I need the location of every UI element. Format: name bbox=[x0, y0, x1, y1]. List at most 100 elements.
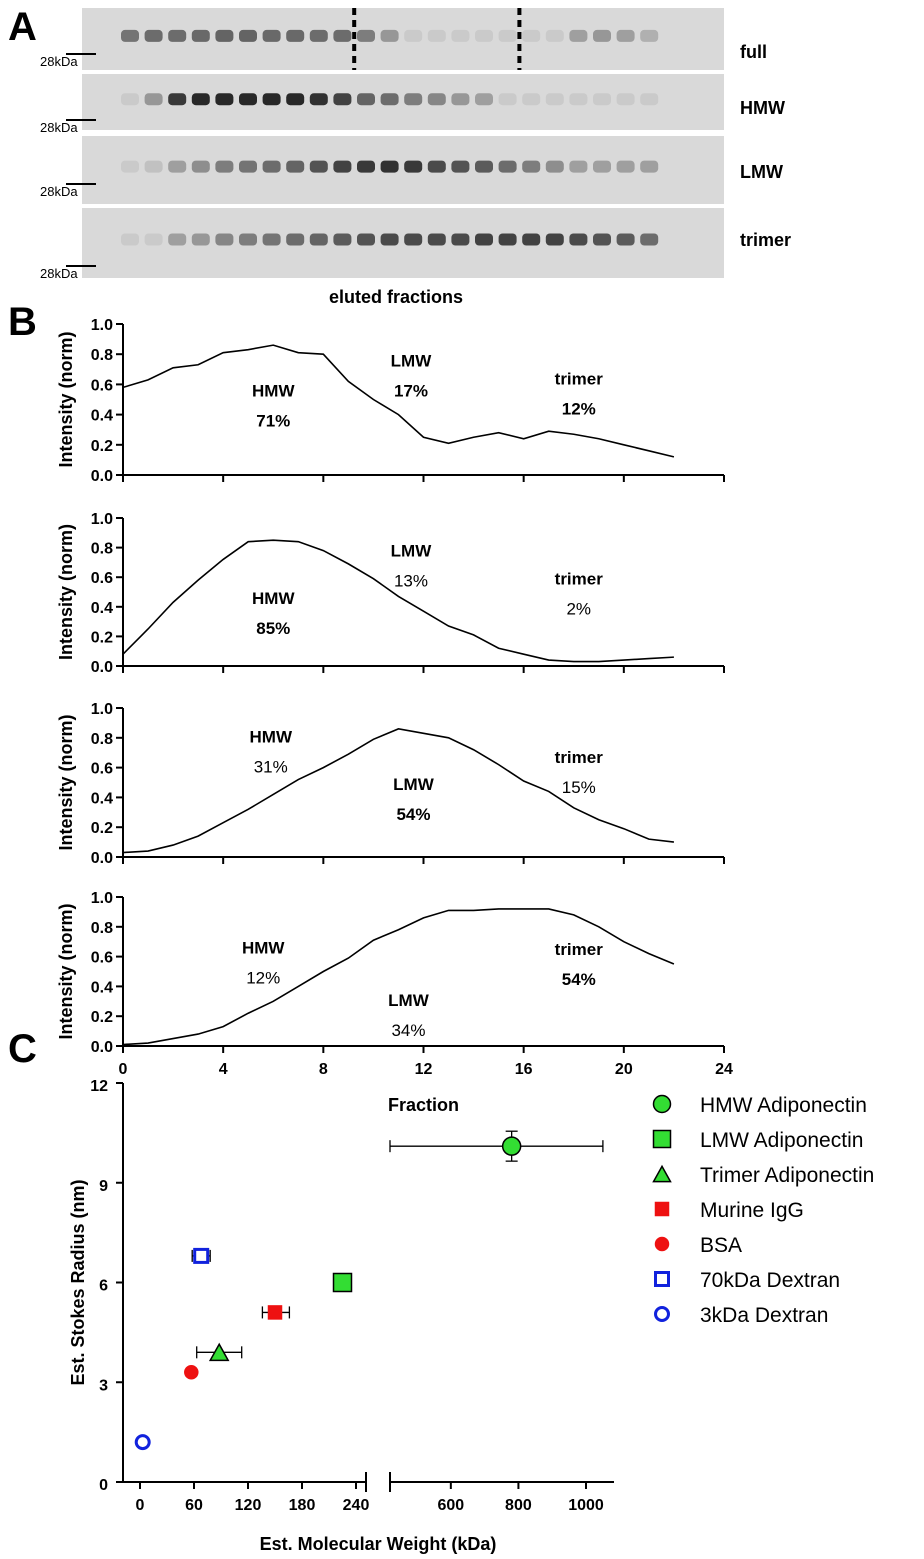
y-tick-label: 0.2 bbox=[91, 629, 113, 646]
annotation-name: HMW bbox=[252, 589, 295, 608]
blot-band bbox=[121, 29, 139, 42]
legend-marker bbox=[654, 1236, 670, 1252]
blot-band bbox=[168, 160, 187, 173]
x-axis-label: Fraction bbox=[388, 1095, 459, 1115]
blot-band bbox=[451, 160, 470, 173]
legend-marker bbox=[654, 1201, 670, 1217]
x-tick-label: 16 bbox=[515, 1061, 533, 1078]
panel-label-b: B bbox=[8, 300, 37, 344]
blot-band bbox=[144, 29, 163, 42]
x-tick-label: 20 bbox=[615, 1061, 633, 1078]
blot-band bbox=[640, 29, 659, 42]
data-point bbox=[332, 1272, 353, 1293]
blot-band bbox=[451, 29, 470, 42]
annotation-percent: 15% bbox=[562, 778, 596, 797]
annotation-percent: 12% bbox=[562, 399, 596, 418]
blot-band bbox=[475, 233, 493, 246]
blot-band bbox=[451, 233, 470, 246]
annotation-name: LMW bbox=[393, 775, 435, 794]
data-point bbox=[208, 1342, 230, 1362]
blot-band bbox=[498, 160, 517, 173]
blot-band bbox=[640, 160, 659, 173]
x-axis-label: Est. Molecular Weight (kDa) bbox=[260, 1534, 497, 1554]
y-tick-label: 0.2 bbox=[91, 438, 113, 455]
blot-band bbox=[522, 233, 541, 246]
blot-band bbox=[380, 93, 399, 106]
blot-band bbox=[640, 93, 659, 106]
blot-row-label: HMW bbox=[740, 98, 785, 118]
blot-band bbox=[309, 29, 328, 42]
y-tick-label: 0 bbox=[99, 1477, 108, 1494]
y-tick-label: 0.0 bbox=[91, 1039, 113, 1056]
blot-band bbox=[616, 29, 635, 42]
blot-band bbox=[215, 93, 234, 106]
y-tick-label: 0.6 bbox=[91, 377, 113, 394]
blot-band bbox=[545, 29, 564, 42]
legend-label: LMW Adiponectin bbox=[700, 1129, 863, 1152]
blot-band bbox=[191, 93, 210, 106]
y-tick-label: 1.0 bbox=[91, 511, 113, 528]
annotation-percent: 71% bbox=[256, 411, 290, 430]
blot-band bbox=[144, 160, 163, 173]
x-tick-label: 4 bbox=[219, 1061, 228, 1078]
blot-band bbox=[191, 233, 210, 246]
y-tick-label: 1.0 bbox=[91, 317, 113, 334]
x-tick-label: 600 bbox=[437, 1497, 464, 1514]
y-tick-label: 9 bbox=[99, 1178, 108, 1195]
blot-band bbox=[333, 160, 352, 173]
x-tick-label: 0 bbox=[119, 1061, 128, 1078]
blot-band bbox=[593, 29, 611, 42]
y-tick-label: 0.6 bbox=[91, 570, 113, 587]
blot-band bbox=[427, 93, 446, 106]
legend-marker bbox=[652, 1094, 672, 1114]
blot-band bbox=[239, 160, 257, 173]
annotation-name: trimer bbox=[555, 940, 604, 959]
y-tick-label: 12 bbox=[90, 1078, 108, 1095]
y-axis-label: Est. Stokes Radius (nm) bbox=[68, 1179, 88, 1385]
y-tick-label: 0.8 bbox=[91, 920, 113, 937]
annotation-percent: 54% bbox=[396, 805, 430, 824]
marker-label: 28kDa bbox=[40, 54, 78, 69]
blot-band bbox=[286, 160, 305, 173]
blot-band bbox=[380, 29, 399, 42]
blot-band bbox=[191, 29, 210, 42]
marker-label: 28kDa bbox=[40, 184, 78, 199]
x-tick-label: 0 bbox=[136, 1497, 145, 1514]
blot-band bbox=[545, 93, 564, 106]
blot-band bbox=[640, 233, 659, 246]
blot-band bbox=[545, 160, 564, 173]
blot-band bbox=[262, 29, 281, 42]
x-tick-label: 8 bbox=[319, 1061, 328, 1078]
blot-band bbox=[404, 29, 423, 42]
blot-band bbox=[404, 160, 423, 173]
annotation-percent: 17% bbox=[394, 381, 428, 400]
blot-band bbox=[191, 160, 210, 173]
blot-band bbox=[262, 233, 281, 246]
y-axis-label: Intensity (norm) bbox=[56, 714, 76, 850]
blot-row-label: LMW bbox=[740, 162, 783, 182]
legend-label: Murine IgG bbox=[700, 1199, 804, 1222]
annotation-percent: 12% bbox=[246, 969, 280, 988]
x-tick-label: 60 bbox=[185, 1497, 203, 1514]
blot-band bbox=[262, 93, 281, 106]
annotation-name: HMW bbox=[250, 727, 293, 746]
blot-band bbox=[286, 233, 305, 246]
y-tick-label: 0.4 bbox=[91, 790, 113, 807]
panel-label-a: A bbox=[8, 5, 37, 49]
blot-band bbox=[616, 160, 635, 173]
y-tick-label: 0.6 bbox=[91, 950, 113, 967]
marker-label: 28kDa bbox=[40, 120, 78, 135]
x-tick-label: 180 bbox=[289, 1497, 316, 1514]
blot-band bbox=[569, 233, 588, 246]
blot-band bbox=[593, 160, 611, 173]
panel-label-c: C bbox=[8, 1027, 37, 1071]
blot-band bbox=[357, 29, 375, 42]
annotation-name: trimer bbox=[555, 570, 604, 589]
blot-band bbox=[616, 93, 635, 106]
blot-band bbox=[168, 93, 187, 106]
blot-band bbox=[522, 29, 541, 42]
legend-marker bbox=[652, 1164, 672, 1183]
blot-band bbox=[569, 160, 588, 173]
y-axis-label: Intensity (norm) bbox=[56, 524, 76, 660]
